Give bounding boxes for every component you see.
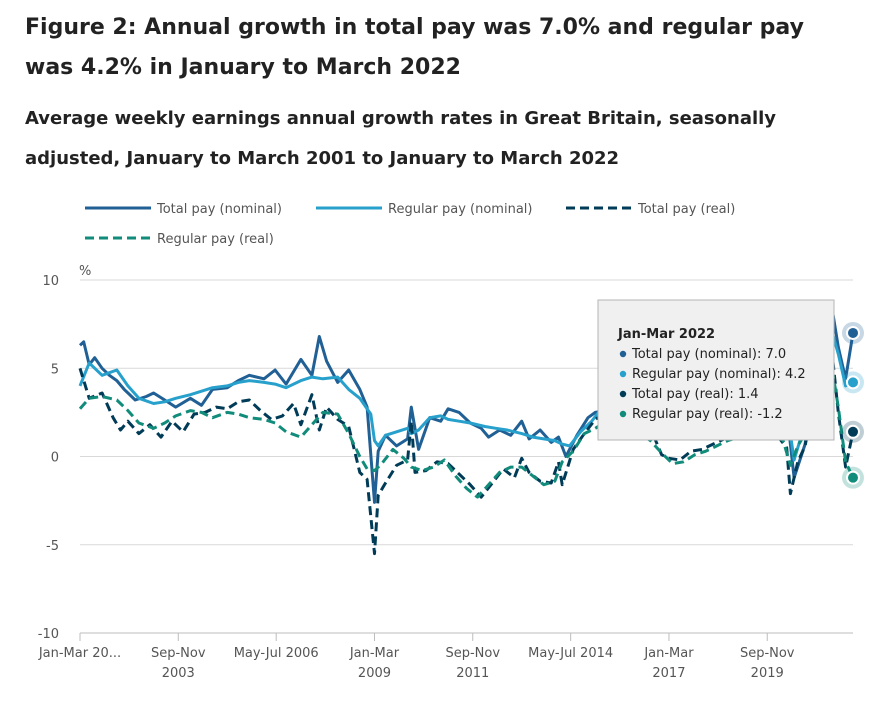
x-tick-label: Sep-Nov [445, 646, 500, 661]
x-tick-label: Sep-Nov [151, 646, 206, 661]
tooltip-row: Total pay (nominal): 7.0 [631, 347, 786, 362]
x-tick-label: 2011 [456, 666, 489, 681]
x-tick-label: 2019 [751, 666, 784, 681]
figure-subtitle: Average weekly earnings annual growth ra… [25, 108, 777, 169]
chart-tooltip: Jan-Mar 2022 Total pay (nominal): 7.0 Regu… [597, 299, 835, 441]
legend-label: Regular pay (nominal) [388, 202, 532, 217]
y-tick-label: 10 [42, 274, 59, 289]
y-tick-label: 5 [51, 362, 59, 377]
end-marker-point[interactable] [846, 470, 860, 485]
y-tick-label: -5 [46, 539, 59, 554]
legend-item[interactable]: Regular pay (real) [85, 232, 274, 247]
series-end-markers[interactable] [842, 321, 864, 489]
series-line[interactable] [78, 340, 855, 556]
figure-title: Figure 2: Annual growth in total pay was… [25, 15, 804, 80]
tooltip-bullet [619, 370, 627, 378]
x-tick-label: Sep-Nov [740, 646, 795, 661]
legend-label: Total pay (real) [637, 202, 735, 217]
x-tick-label: May-Jul 2006 [234, 646, 319, 661]
axes: 10 5 0 -5 -10% Jan-Mar 20... Sep-Nov 2003 May-Ju… [38, 264, 853, 681]
x-tick-label: May-Jul 2014 [528, 646, 613, 661]
tooltip-bullet [619, 350, 627, 358]
legend-item[interactable]: Total pay (nominal) [85, 202, 282, 217]
x-tick-label: Jan-Mar [643, 646, 694, 661]
chart-legend: Total pay (nominal) Regular pay (nominal)… [85, 202, 735, 247]
end-marker-point[interactable] [846, 325, 860, 340]
tooltip-box [597, 299, 835, 441]
tooltip-row: Total pay (real): 1.4 [631, 387, 759, 402]
legend-item[interactable]: Regular pay (nominal) [316, 202, 532, 217]
x-tick-label: 2009 [358, 666, 391, 681]
y-tick-label: 0 [51, 451, 59, 466]
x-tick-label: 2003 [162, 666, 195, 681]
y-axis-label: % [79, 264, 91, 279]
tooltip-heading: Jan-Mar 2022 [617, 327, 715, 342]
x-tick-label: Jan-Mar [349, 646, 400, 661]
tooltip-bullet [619, 410, 627, 418]
legend-item[interactable]: Total pay (real) [566, 202, 735, 217]
tooltip-row: Regular pay (real): -1.2 [632, 407, 783, 422]
legend-label: Total pay (nominal) [156, 202, 282, 217]
legend-label: Regular pay (real) [157, 232, 274, 247]
x-tick-label: Jan-Mar 20... [38, 646, 121, 661]
x-tick-label: 2017 [652, 666, 685, 681]
series-line[interactable] [78, 359, 855, 499]
tooltip-row: Regular pay (nominal): 4.2 [632, 367, 806, 382]
y-tick-label: -10 [38, 627, 59, 642]
tooltip-bullet [619, 390, 627, 398]
end-marker-point[interactable] [846, 424, 860, 439]
end-marker-point[interactable] [846, 375, 860, 390]
